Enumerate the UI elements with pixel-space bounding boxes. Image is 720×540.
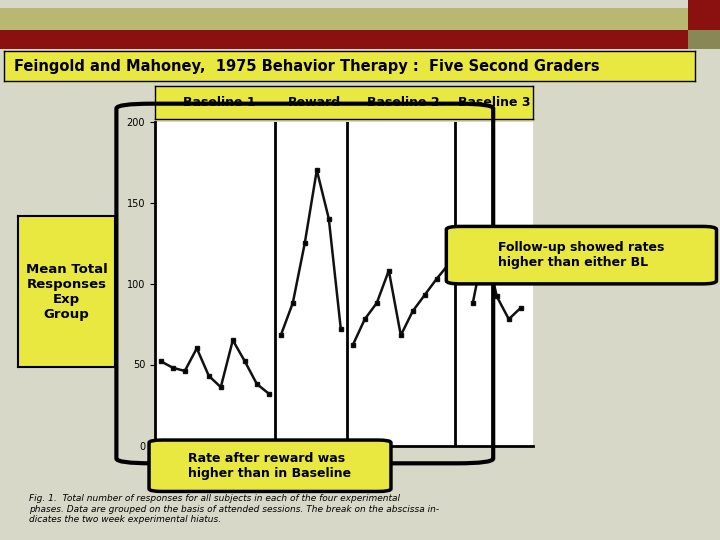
FancyBboxPatch shape	[446, 226, 716, 284]
Text: Feingold and Mahoney,  1975 Behavior Therapy :  Five Second Graders: Feingold and Mahoney, 1975 Behavior Ther…	[14, 59, 600, 73]
Text: Mean Total
Responses
Exp
Group: Mean Total Responses Exp Group	[26, 262, 107, 321]
Text: Baseline 1: Baseline 1	[184, 96, 256, 109]
FancyBboxPatch shape	[149, 440, 391, 491]
Text: Follow-up showed rates
higher than either BL: Follow-up showed rates higher than eithe…	[498, 241, 665, 269]
Text: Baseline 2: Baseline 2	[366, 96, 439, 109]
X-axis label: Sessions: Sessions	[320, 450, 368, 460]
Text: Reward: Reward	[288, 96, 341, 109]
Text: Baseline 3: Baseline 3	[458, 96, 531, 109]
Text: Fig. 1.  Total number of responses for all subjects in each of the four experime: Fig. 1. Total number of responses for al…	[29, 494, 439, 524]
Text: Rate after reward was
higher than in Baseline: Rate after reward was higher than in Bas…	[189, 452, 351, 480]
